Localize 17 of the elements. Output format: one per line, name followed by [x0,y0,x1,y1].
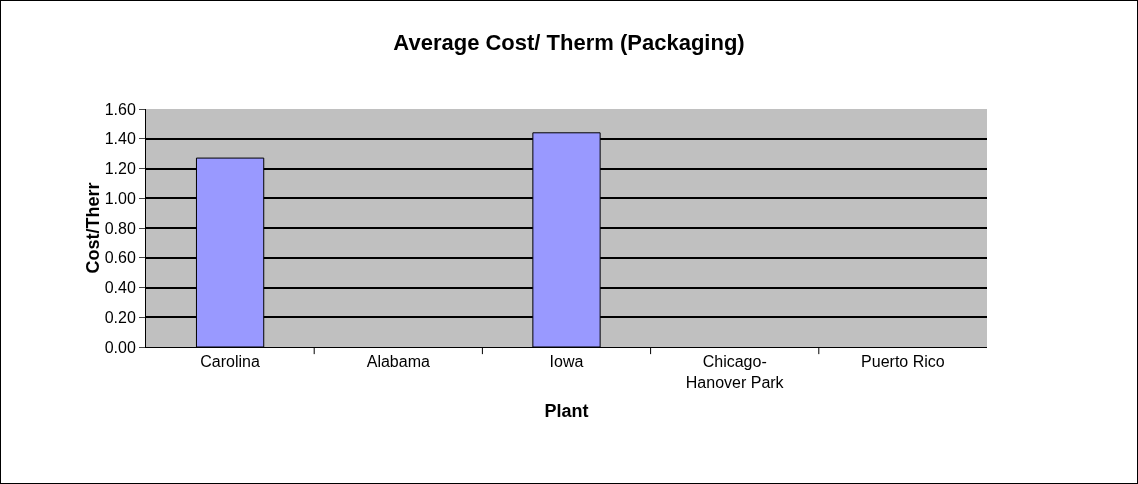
x-axis-title: Plant [544,401,589,422]
y-axis-title: Cost/Therr [82,182,103,274]
y-tick-label: 1.00 [104,189,136,207]
y-tick-label: 1.60 [104,100,136,118]
y-tick-label: 1.40 [104,130,136,148]
y-tick-label: 0.00 [104,338,136,356]
x-tick-label: Iowa [549,353,584,371]
x-tick-label: Carolina [200,353,260,371]
y-tick-label: 0.80 [104,219,136,237]
y-tick-label: 0.60 [104,249,136,267]
y-tick-label: 1.20 [104,160,136,178]
chart-title: Average Cost/ Therm (Packaging) [393,30,745,56]
x-tick-label: Puerto Rico [861,353,945,371]
x-tick-label: Alabama [366,353,430,371]
y-tick-label: 0.40 [104,279,136,297]
x-tick-label: Chicago- Hanover Park [685,353,785,391]
y-tick-label: 0.20 [104,308,136,326]
